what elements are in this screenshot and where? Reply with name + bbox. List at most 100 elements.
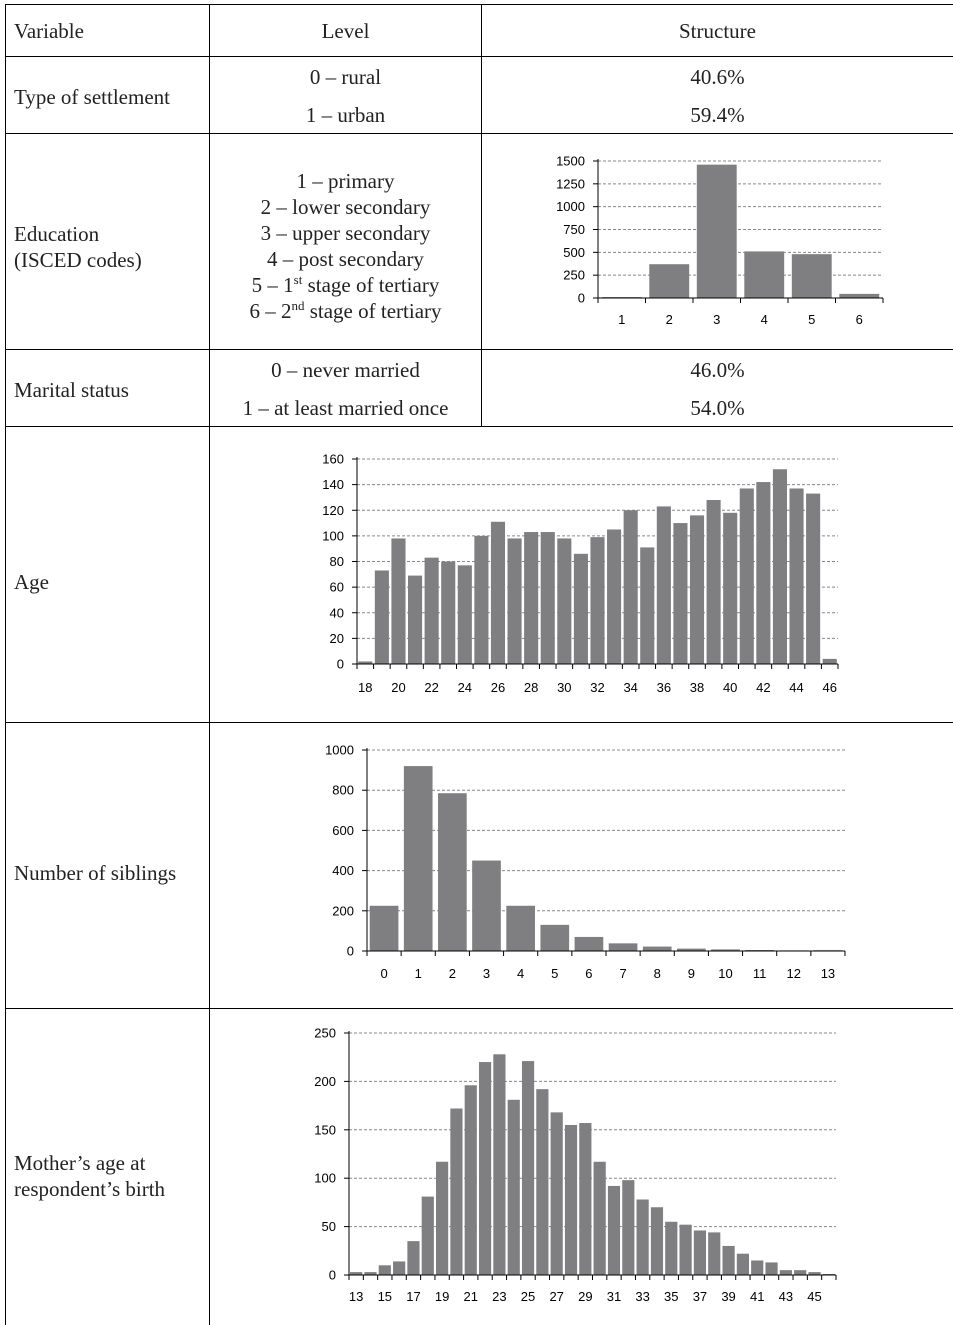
x-tick-label: 3 bbox=[483, 966, 490, 981]
grid-line bbox=[481, 4, 482, 137]
y-tick-label: 60 bbox=[330, 580, 344, 595]
bar-18 bbox=[421, 1196, 434, 1275]
grid-line bbox=[5, 722, 953, 723]
x-tick-label: 5 bbox=[808, 312, 815, 327]
x-tick-label: 4 bbox=[761, 312, 768, 327]
y-tick-label: 20 bbox=[330, 631, 344, 646]
bar-35 bbox=[665, 1221, 678, 1275]
bar-41 bbox=[751, 1260, 764, 1275]
y-tick-label: 100 bbox=[322, 528, 344, 543]
x-tick-label: 44 bbox=[789, 680, 803, 695]
x-tick-label: 12 bbox=[787, 966, 801, 981]
bar-37 bbox=[673, 523, 688, 664]
y-tick-label: 1500 bbox=[556, 154, 585, 169]
bar-4 bbox=[744, 251, 785, 298]
bar-33 bbox=[636, 1199, 649, 1275]
bar-44 bbox=[789, 488, 804, 664]
y-tick-label: 160 bbox=[322, 452, 344, 467]
bar-3 bbox=[472, 860, 501, 951]
bar-44 bbox=[794, 1270, 807, 1275]
bar-37 bbox=[693, 1230, 707, 1275]
education-level-2: 2 – lower secondary bbox=[260, 195, 431, 219]
grid-line bbox=[5, 426, 953, 427]
grid-line bbox=[5, 56, 953, 57]
x-tick-label: 2 bbox=[666, 312, 673, 327]
header-variable: Variable bbox=[14, 19, 84, 43]
grid-line bbox=[5, 4, 6, 1325]
x-tick-label: 38 bbox=[690, 680, 704, 695]
y-tick-label: 250 bbox=[563, 268, 585, 283]
bar-25 bbox=[474, 535, 489, 664]
bar-11 bbox=[745, 949, 774, 951]
bar-34 bbox=[623, 510, 638, 664]
x-tick-label: 5 bbox=[551, 966, 558, 981]
bar-5 bbox=[540, 924, 570, 951]
mother-variable-line1: Mother’s age at bbox=[14, 1151, 146, 1175]
x-tick-label: 45 bbox=[807, 1289, 821, 1304]
x-tick-label: 15 bbox=[378, 1289, 392, 1304]
bar-1 bbox=[403, 766, 433, 951]
bar-40 bbox=[736, 1253, 749, 1275]
bar-45 bbox=[806, 493, 821, 664]
y-tick-label: 750 bbox=[563, 222, 585, 237]
bar-2 bbox=[438, 793, 467, 951]
education-chart: 0 250 500 750 1000 1250 1500 1 2 3 4 5 6 bbox=[556, 154, 884, 327]
x-tick-label: 33 bbox=[635, 1289, 649, 1304]
bar-3 bbox=[696, 164, 737, 298]
education-level-6: 6 – 2nd stage of tertiary bbox=[249, 298, 442, 323]
x-tick-label: 43 bbox=[779, 1289, 793, 1304]
settlement-level-rural: 0 – rural bbox=[309, 65, 382, 89]
y-tick-label: 50 bbox=[322, 1219, 336, 1234]
grid-line bbox=[481, 349, 482, 426]
y-tick-label: 500 bbox=[563, 245, 585, 260]
bar-43 bbox=[772, 469, 787, 664]
bar-31 bbox=[607, 1185, 621, 1275]
bar-23 bbox=[441, 561, 456, 664]
y-tick-label: 80 bbox=[330, 554, 344, 569]
x-tick-label: 42 bbox=[756, 680, 770, 695]
y-tick-label: 0 bbox=[329, 1268, 336, 1283]
bar-4 bbox=[506, 905, 535, 951]
bar-31 bbox=[573, 553, 588, 664]
x-tick-label: 8 bbox=[654, 966, 661, 981]
bar-7 bbox=[608, 943, 638, 951]
x-tick-label: 25 bbox=[521, 1289, 535, 1304]
y-tick-label: 100 bbox=[314, 1171, 336, 1186]
bar-42 bbox=[765, 1262, 778, 1275]
x-tick-label: 3 bbox=[713, 312, 720, 327]
settlement-structure-rural: 40.6% bbox=[690, 65, 745, 89]
bar-10 bbox=[711, 949, 740, 951]
y-tick-label: 200 bbox=[314, 1074, 336, 1089]
bar-42 bbox=[756, 482, 771, 664]
bar-29 bbox=[579, 1123, 592, 1275]
marital-level-once: 1 – at least married once bbox=[242, 396, 449, 420]
x-tick-label: 41 bbox=[750, 1289, 764, 1304]
x-tick-label: 20 bbox=[391, 680, 405, 695]
x-tick-label: 13 bbox=[821, 966, 835, 981]
bar-6 bbox=[574, 936, 604, 951]
marital-level-never: 0 – never married bbox=[271, 358, 420, 382]
y-tick-label: 1000 bbox=[325, 743, 354, 758]
x-tick-label: 26 bbox=[491, 680, 505, 695]
bar-36 bbox=[656, 506, 671, 664]
bar-8 bbox=[642, 946, 672, 951]
y-tick-label: 140 bbox=[322, 477, 344, 492]
bar-27 bbox=[507, 538, 522, 664]
bar-38 bbox=[689, 515, 705, 664]
education-variable-line1: Education bbox=[14, 222, 100, 246]
settlement-structure-urban: 59.4% bbox=[690, 103, 745, 127]
x-tick-label: 0 bbox=[380, 966, 387, 981]
header-level: Level bbox=[321, 19, 370, 43]
y-tick-label: 0 bbox=[337, 657, 344, 672]
grid-line bbox=[5, 349, 953, 350]
bar-43 bbox=[779, 1270, 792, 1275]
bar-24 bbox=[507, 1099, 520, 1275]
education-level-5: 5 – 1st stage of tertiary bbox=[251, 272, 440, 297]
marital-variable: Marital status bbox=[14, 378, 129, 402]
x-tick-label: 23 bbox=[492, 1289, 506, 1304]
x-tick-label: 27 bbox=[549, 1289, 563, 1304]
x-tick-label: 9 bbox=[688, 966, 695, 981]
x-tick-label: 7 bbox=[619, 966, 626, 981]
x-tick-label: 19 bbox=[435, 1289, 449, 1304]
